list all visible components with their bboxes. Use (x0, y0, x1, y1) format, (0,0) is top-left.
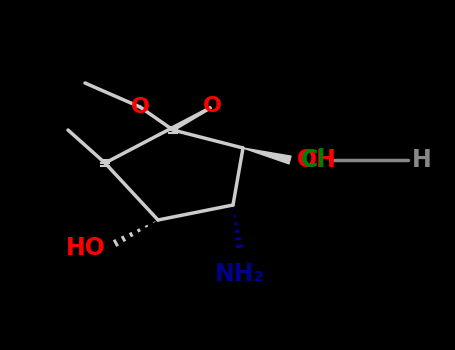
Text: OH: OH (297, 148, 337, 172)
Text: O: O (202, 96, 222, 116)
Text: O: O (131, 97, 150, 117)
Text: HO: HO (66, 236, 106, 260)
Text: H: H (412, 148, 432, 172)
Text: Cl: Cl (301, 148, 326, 172)
Text: NH₂: NH₂ (215, 262, 265, 286)
Polygon shape (243, 148, 291, 164)
